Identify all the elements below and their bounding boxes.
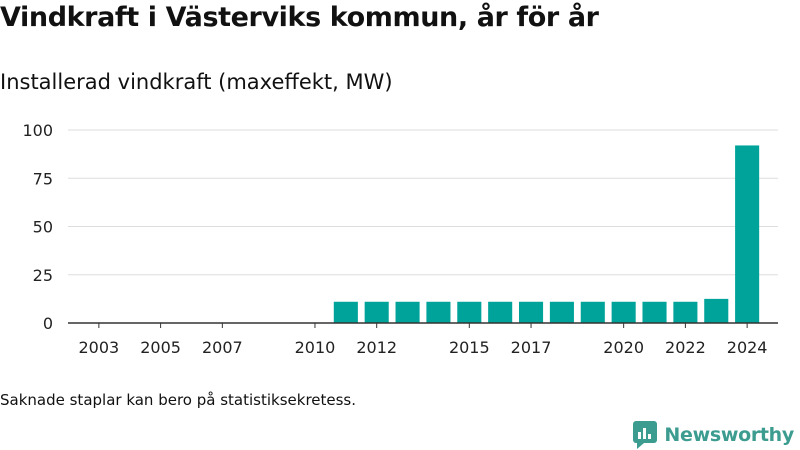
bar xyxy=(549,301,574,323)
bar xyxy=(673,301,698,323)
y-tick-label: 25 xyxy=(33,266,53,285)
brand-logo[interactable]: Newsworthy xyxy=(632,420,794,450)
x-tick-label: 2015 xyxy=(449,338,490,357)
bar xyxy=(488,301,513,323)
bar xyxy=(735,145,760,323)
bar xyxy=(333,301,358,323)
bars xyxy=(333,145,760,323)
bar xyxy=(426,301,451,323)
chart-subtitle: Installerad vindkraft (maxeffekt, MW) xyxy=(0,70,393,94)
newsworthy-logo-icon xyxy=(633,421,658,449)
x-tick-label: 2003 xyxy=(79,338,120,357)
x-tick-label: 2005 xyxy=(140,338,181,357)
bar xyxy=(704,298,729,323)
x-tick-label: 2017 xyxy=(511,338,552,357)
x-tick-label: 2022 xyxy=(665,338,706,357)
bar xyxy=(611,301,636,323)
y-tick-label: 100 xyxy=(22,121,53,140)
x-tick-label: 2012 xyxy=(356,338,397,357)
bar xyxy=(364,301,389,323)
x-axis-tick-labels: 2003 2005 2007 2010 2012 2015 2017 2020 2022 2024 xyxy=(79,338,768,357)
y-tick-label: 50 xyxy=(33,218,53,237)
bar xyxy=(580,301,605,323)
bar xyxy=(457,301,482,323)
x-tick-label: 2020 xyxy=(603,338,644,357)
x-tick-label: 2010 xyxy=(295,338,336,357)
y-axis-tick-labels: 0 25 50 75 100 xyxy=(22,121,53,333)
gridlines xyxy=(68,129,778,276)
brand-name: Newsworthy xyxy=(664,424,794,446)
bar xyxy=(642,301,667,323)
footnote: Saknade staplar kan bero på statistiksek… xyxy=(0,391,357,409)
bar xyxy=(519,301,544,323)
bar xyxy=(395,301,420,323)
y-tick-label: 0 xyxy=(43,314,53,333)
chart-title: Vindkraft i Västerviks kommun, år för år xyxy=(0,2,599,33)
y-tick-label: 75 xyxy=(33,169,53,188)
x-tick-label: 2007 xyxy=(202,338,243,357)
x-tick-label: 2024 xyxy=(727,338,768,357)
x-axis-ticks xyxy=(98,323,748,328)
